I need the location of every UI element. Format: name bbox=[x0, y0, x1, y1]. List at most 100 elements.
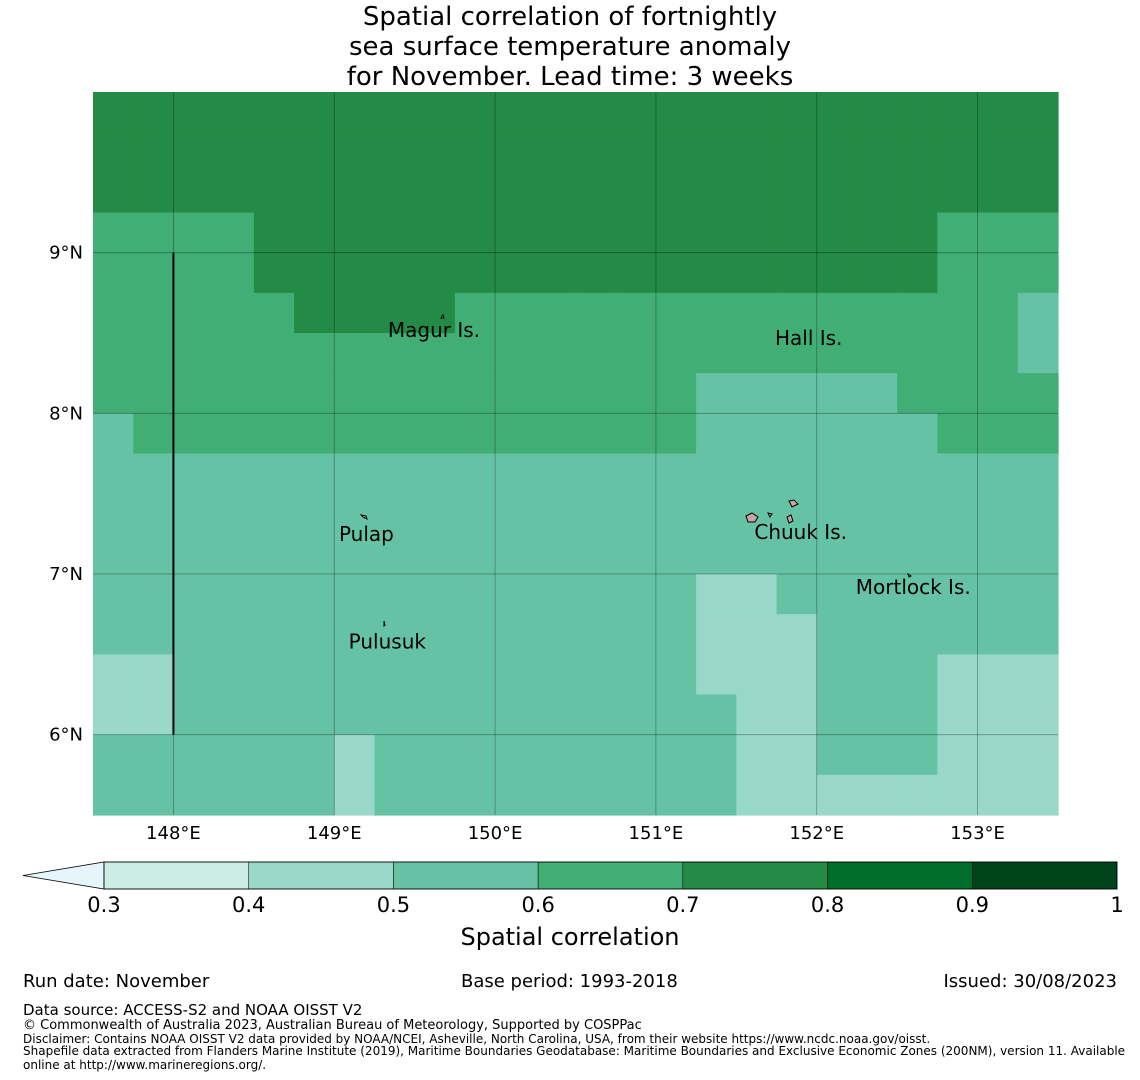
grid-cell bbox=[1017, 533, 1059, 575]
grid-cell bbox=[374, 654, 416, 696]
colorbar-segment bbox=[248, 861, 394, 890]
base-period: Base period: 1993-2018 bbox=[461, 971, 678, 992]
grid-cell bbox=[495, 212, 536, 254]
grid-cell bbox=[1017, 453, 1059, 495]
grid-cell bbox=[856, 493, 898, 535]
grid-cell bbox=[213, 92, 255, 133]
colorbar-segment bbox=[393, 861, 539, 890]
grid-cell bbox=[454, 92, 496, 133]
grid-cell bbox=[133, 373, 175, 414]
grid-cell bbox=[414, 614, 456, 655]
grid-cell bbox=[696, 212, 737, 254]
place-label: Pulusuk bbox=[349, 629, 427, 653]
grid-cell bbox=[294, 252, 335, 294]
grid-cell bbox=[937, 333, 979, 374]
correlation-grid bbox=[93, 92, 1059, 816]
run-date: Run date: November bbox=[23, 971, 210, 992]
grid-cell bbox=[213, 453, 255, 495]
grid-cell bbox=[1017, 774, 1059, 816]
grid-cell bbox=[495, 533, 536, 575]
grid-cell bbox=[816, 493, 858, 535]
grid-cell bbox=[856, 333, 898, 374]
grid-cell bbox=[173, 734, 215, 776]
grid-cell bbox=[294, 132, 335, 173]
grid-cell bbox=[535, 333, 577, 374]
grid-cell bbox=[133, 172, 175, 214]
grid-cell bbox=[213, 533, 255, 575]
grid-cell bbox=[535, 614, 577, 655]
grid-cell bbox=[856, 172, 898, 214]
grid-cell bbox=[776, 493, 818, 535]
grid-cell bbox=[655, 413, 697, 455]
grid-cell bbox=[495, 654, 536, 696]
grid-cell bbox=[856, 92, 898, 133]
grid-cell bbox=[897, 92, 938, 133]
grid-cell bbox=[575, 574, 617, 615]
grid-cell bbox=[696, 453, 737, 495]
grid-cell bbox=[816, 333, 858, 374]
grid-cell bbox=[495, 92, 536, 133]
grid-cell bbox=[454, 614, 496, 655]
grid-cell bbox=[816, 373, 858, 414]
grid-cell bbox=[736, 574, 778, 615]
grid-cell bbox=[495, 453, 536, 495]
grid-cell bbox=[977, 734, 1019, 776]
grid-cell bbox=[575, 252, 617, 294]
grid-cell bbox=[897, 734, 938, 776]
title-line-1: Spatial correlation of fortnightly bbox=[362, 2, 778, 32]
grid-cell bbox=[495, 734, 536, 776]
grid-cell bbox=[696, 694, 737, 736]
grid-cell bbox=[213, 493, 255, 535]
grid-cell bbox=[856, 774, 898, 816]
grid-cell bbox=[615, 252, 657, 294]
grid-cell bbox=[294, 373, 335, 414]
grid-cell bbox=[615, 92, 657, 133]
grid-cell bbox=[93, 533, 134, 575]
grid-cell bbox=[776, 774, 818, 816]
grid-cell bbox=[93, 212, 134, 254]
copyright: © Commonwealth of Australia 2023, Austra… bbox=[23, 1018, 642, 1033]
grid-cell bbox=[93, 252, 134, 294]
grid-cell bbox=[937, 292, 979, 334]
lat-tick-label: 7°N bbox=[49, 564, 83, 585]
grid-cell bbox=[133, 493, 175, 535]
grid-cell bbox=[495, 373, 536, 414]
lat-tick-label: 8°N bbox=[49, 403, 83, 424]
grid-cell bbox=[655, 533, 697, 575]
grid-cell bbox=[535, 453, 577, 495]
grid-cell bbox=[1017, 292, 1059, 334]
grid-cell bbox=[937, 373, 979, 414]
grid-cell bbox=[253, 694, 295, 736]
grid-cell bbox=[93, 694, 134, 736]
grid-cell bbox=[776, 252, 818, 294]
lon-tick-label: 152°E bbox=[789, 823, 844, 844]
grid-cell bbox=[575, 694, 617, 736]
grid-cell bbox=[535, 413, 577, 455]
grid-cell bbox=[93, 373, 134, 414]
grid-cell bbox=[655, 92, 697, 133]
grid-cell bbox=[535, 654, 577, 696]
grid-cell bbox=[93, 453, 134, 495]
grid-cell bbox=[655, 493, 697, 535]
grid-cell bbox=[615, 533, 657, 575]
grid-cell bbox=[615, 654, 657, 696]
grid-cell bbox=[897, 212, 938, 254]
grid-cell bbox=[495, 774, 536, 816]
grid-cell bbox=[776, 413, 818, 455]
grid-cell bbox=[575, 212, 617, 254]
grid-cell bbox=[374, 92, 416, 133]
grid-cell bbox=[1017, 654, 1059, 696]
grid-cell bbox=[816, 172, 858, 214]
grid-cell bbox=[776, 92, 818, 133]
colorbar-tick-label: 0.7 bbox=[666, 893, 699, 917]
grid-cell bbox=[213, 574, 255, 615]
grid-cell bbox=[1017, 413, 1059, 455]
grid-cell bbox=[414, 453, 456, 495]
grid-cell bbox=[776, 453, 818, 495]
grid-cell bbox=[334, 694, 376, 736]
grid-cell bbox=[173, 413, 215, 455]
grid-cell bbox=[615, 132, 657, 173]
grid-cell bbox=[736, 333, 778, 374]
grid-cell bbox=[575, 92, 617, 133]
grid-cell bbox=[615, 453, 657, 495]
